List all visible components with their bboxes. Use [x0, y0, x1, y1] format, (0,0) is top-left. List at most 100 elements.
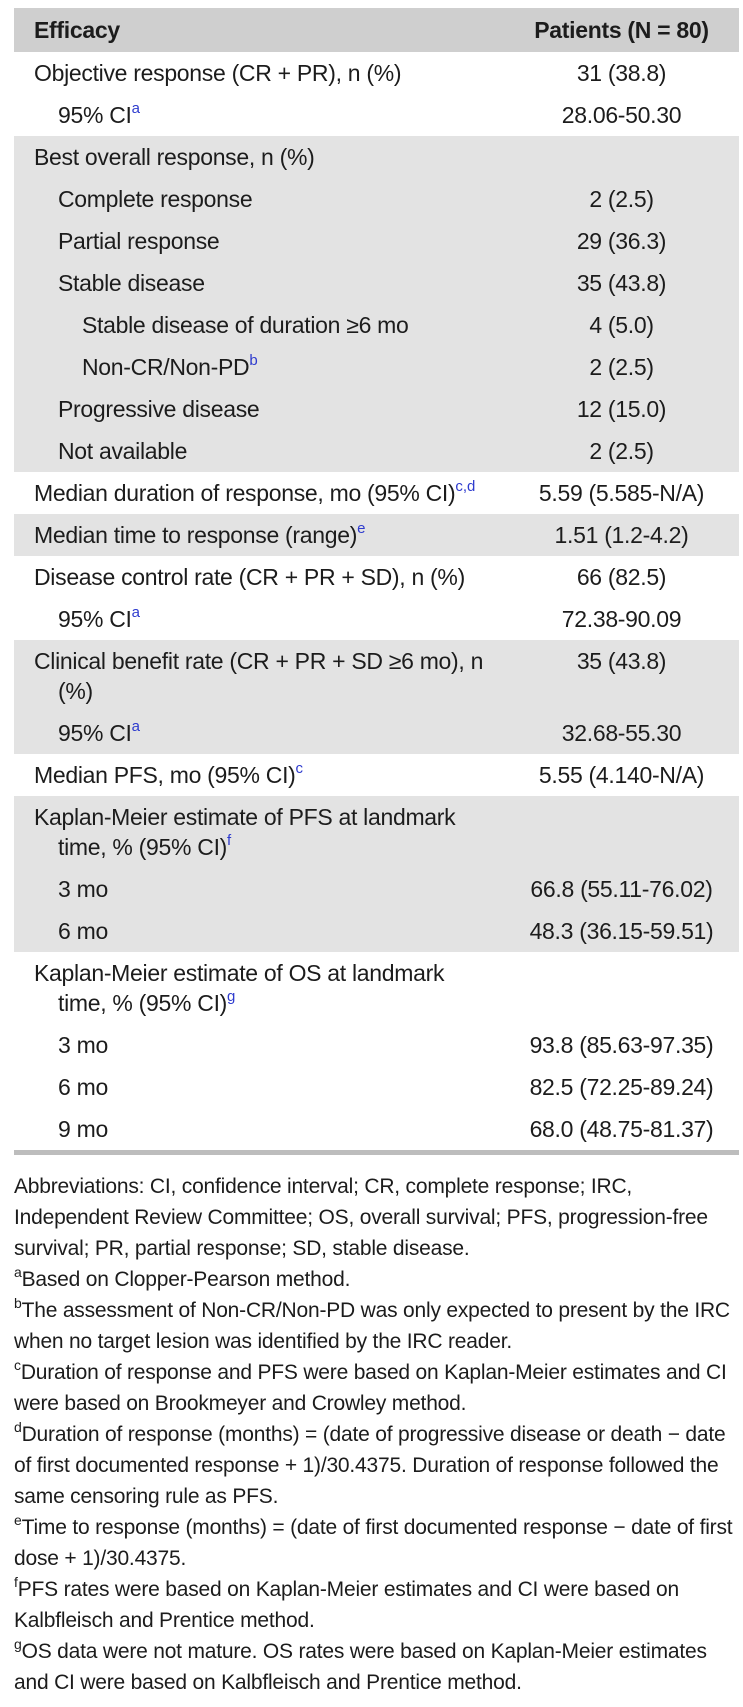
footnote-text: Duration of response (months) = (date of…: [14, 1423, 726, 1508]
row-label: Stable disease of duration ≥6 mo: [14, 304, 504, 346]
row-label-wrap-line: (%): [58, 678, 93, 704]
table-row: 9 mo 68.0 (48.75-81.37): [14, 1108, 739, 1153]
table-row: 6 mo 82.5 (72.25-89.24): [14, 1066, 739, 1108]
table-row: Stable disease 35 (43.8): [14, 262, 739, 304]
table-row: Objective response (CR + PR), n (%) 31 (3…: [14, 52, 739, 94]
footnote: eTime to response (months) = (date of fi…: [14, 1512, 739, 1574]
footnote-marker: d: [14, 1419, 22, 1435]
table-row: Not available 2 (2.5): [14, 430, 739, 472]
table-row: 3 mo 66.8 (55.11-76.02): [14, 868, 739, 910]
row-label: Stable disease: [14, 262, 504, 304]
footnote: cDuration of response and PFS were based…: [14, 1357, 739, 1419]
table-row: Disease control rate (CR + PR + SD), n (…: [14, 556, 739, 598]
table-row: 6 mo 48.3 (36.15-59.51): [14, 910, 739, 952]
row-value: 35 (43.8): [576, 270, 667, 296]
row-value: 5.59 (5.585-N/A): [538, 480, 705, 506]
row-value: [504, 796, 739, 868]
footnote-marker: f: [14, 1574, 18, 1590]
table-row: Partial response 29 (36.3): [14, 220, 739, 262]
row-label-text: 6 mo: [58, 918, 108, 944]
row-label: Not available: [14, 430, 504, 472]
table-row: 95% CIa 28.06-50.30: [14, 94, 739, 136]
footnote-text: The assessment of Non-CR/Non-PD was only…: [14, 1299, 730, 1353]
footnote: bThe assessment of Non-CR/Non-PD was onl…: [14, 1295, 739, 1357]
row-label-text: Kaplan-Meier estimate of PFS at landmark: [34, 804, 456, 830]
row-label: Objective response (CR + PR), n (%): [14, 52, 504, 94]
footnote-marker: e: [357, 520, 366, 538]
row-value: 66 (82.5): [576, 564, 667, 590]
footnote: gOS data were not mature. OS rates were …: [14, 1636, 739, 1698]
row-value: [504, 952, 739, 1024]
footnote-marker: e: [14, 1512, 22, 1528]
row-label: 3 mo: [14, 868, 504, 910]
table-row: Median duration of response, mo (95% CI)…: [14, 472, 739, 514]
table-row: Clinical benefit rate (CR + PR + SD ≥6 m…: [14, 640, 739, 712]
footnote-text: Time to response (months) = (date of fir…: [14, 1516, 733, 1570]
row-label-wrap-line: time, % (95% CI)f: [58, 832, 232, 860]
row-label: Complete response: [14, 178, 504, 220]
row-label-text: Median PFS, mo (95% CI)c: [34, 760, 304, 788]
footnote: dDuration of response (months) = (date o…: [14, 1419, 739, 1512]
footnote-marker: g: [14, 1636, 22, 1652]
table-row: Kaplan-Meier estimate of OS at landmark t…: [14, 952, 739, 1024]
footnote-marker: b: [249, 352, 258, 370]
row-value: 2 (2.5): [589, 438, 654, 464]
row-label: Kaplan-Meier estimate of PFS at landmark…: [14, 796, 504, 868]
row-label: Disease control rate (CR + PR + SD), n (…: [14, 556, 504, 598]
row-value: 48.3 (36.15-59.51): [529, 918, 714, 944]
row-label: Median PFS, mo (95% CI)c: [14, 754, 504, 796]
table-row: 95% CIa 32.68-55.30: [14, 712, 739, 754]
row-value: 68.0 (48.75-81.37): [529, 1116, 714, 1142]
footnote-marker: c: [14, 1357, 21, 1373]
row-label-text: Best overall response, n (%): [34, 144, 315, 170]
row-value: 4 (5.0): [589, 312, 654, 338]
row-value: 72.38-90.09: [561, 606, 682, 632]
footnote-marker: g: [227, 988, 236, 1006]
column-header-efficacy: Efficacy: [34, 17, 120, 43]
table-row: 3 mo 93.8 (85.63-97.35): [14, 1024, 739, 1066]
row-label: 3 mo: [14, 1024, 504, 1066]
row-label: 95% CIa: [14, 598, 504, 640]
table-row: Median PFS, mo (95% CI)c 5.55 (4.140-N/A): [14, 754, 739, 796]
row-label-text: Median time to response (range)e: [34, 520, 366, 548]
footnote-marker: a: [131, 100, 140, 118]
footnotes-block: Abbreviations: CI, confidence interval; …: [14, 1171, 739, 1698]
row-label-text: Stable disease of duration ≥6 mo: [82, 312, 409, 338]
row-label-wrap-line: time, % (95% CI)g: [58, 988, 236, 1016]
row-label: 95% CIa: [14, 94, 504, 136]
row-label-text: Complete response: [58, 186, 253, 212]
footnote-marker: a: [14, 1264, 22, 1280]
footnote: aBased on Clopper-Pearson method.: [14, 1264, 739, 1295]
row-label-text: Disease control rate (CR + PR + SD), n (…: [34, 564, 465, 590]
row-label-text: Median duration of response, mo (95% CI)…: [34, 478, 476, 506]
row-label-text: 9 mo: [58, 1116, 108, 1142]
footnote-text: PFS rates were based on Kaplan-Meier est…: [14, 1578, 679, 1632]
footnote-marker: c,d: [455, 478, 476, 496]
row-label-text: 3 mo: [58, 876, 108, 902]
footnote-marker: a: [131, 604, 140, 622]
row-value: 35 (43.8): [576, 648, 667, 674]
table-row: Progressive disease 12 (15.0): [14, 388, 739, 430]
row-label: Non-CR/Non-PDb: [14, 346, 504, 388]
row-label-text: Kaplan-Meier estimate of OS at landmark: [34, 960, 445, 986]
row-value: 82.5 (72.25-89.24): [529, 1074, 714, 1100]
row-value: 66.8 (55.11-76.02): [530, 876, 713, 902]
column-header-patients: Patients (N = 80): [534, 17, 709, 43]
row-label: 95% CIa: [14, 712, 504, 754]
row-value: 32.68-55.30: [561, 720, 682, 746]
row-value: 5.55 (4.140-N/A): [538, 762, 705, 788]
row-label: Kaplan-Meier estimate of OS at landmark t…: [14, 952, 504, 1024]
footnote-list: aBased on Clopper-Pearson method. bThe as…: [14, 1264, 739, 1698]
row-value: 12 (15.0): [576, 396, 667, 422]
row-label-text: Partial response: [58, 228, 220, 254]
row-value: 28.06-50.30: [561, 102, 682, 128]
table-row: Best overall response, n (%): [14, 136, 739, 178]
row-label: Clinical benefit rate (CR + PR + SD ≥6 m…: [14, 640, 504, 712]
row-label: Best overall response, n (%): [14, 136, 504, 178]
footnote-text: Duration of response and PFS were based …: [14, 1361, 727, 1415]
row-value: 2 (2.5): [589, 186, 654, 212]
row-label-text: Progressive disease: [58, 396, 260, 422]
table-row: Complete response 2 (2.5): [14, 178, 739, 220]
row-value: 1.51 (1.2-4.2): [554, 522, 689, 548]
